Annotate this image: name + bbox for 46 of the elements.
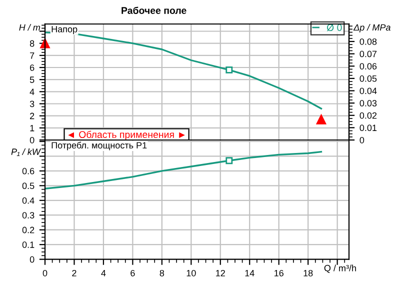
x-tick-label: 6 — [130, 270, 135, 276]
annotation: Потребл. мощность P1 — [52, 142, 147, 150]
y2-tick-label: 0.04 — [360, 88, 377, 94]
x-tick-label: 2 — [72, 270, 76, 276]
x-tick-label: 4 — [101, 270, 106, 276]
y-tick-label: 0.4 — [22, 197, 34, 204]
y-tick-label: 4 — [30, 88, 34, 95]
x-tick-label: 18 — [304, 270, 313, 276]
y-tick-label: 0.1 — [22, 242, 34, 248]
x-tick-label: 8 — [160, 270, 164, 276]
y-tick-label: 5 — [30, 76, 34, 83]
y-tick-label: 0 — [30, 136, 34, 144]
y-axis-title: P₁ / kW — [11, 148, 42, 156]
y-tick-label: 2 — [30, 112, 34, 120]
x-tick-label: 0 — [42, 270, 48, 276]
point — [226, 66, 233, 74]
chart-title: Рабочее поле — [122, 6, 186, 14]
y-tick-label: 0.3 — [22, 212, 34, 218]
point — [316, 114, 326, 124]
y2-tick-label: 0.06 — [360, 63, 377, 70]
x-tick-label: 16 — [274, 270, 284, 276]
y-tick-label: 8 — [30, 40, 34, 47]
x-tick-label: 12 — [216, 270, 225, 276]
annotation: Напор — [52, 26, 78, 34]
y-tick-label: 0.6 — [22, 168, 34, 174]
y-tick-label: 6 — [30, 64, 34, 71]
x-tick-label: 10 — [186, 270, 196, 276]
y2-tick-label: 0.01 — [360, 124, 377, 132]
y-tick-label: 7 — [30, 52, 34, 59]
y-tick-label: 1 — [30, 124, 34, 132]
y2-tick-label: 0.07 — [360, 50, 377, 58]
line-series — [45, 150, 322, 190]
y2-tick-label: 0.03 — [360, 100, 377, 106]
y2-axis-title: Δp / MPa — [353, 24, 390, 32]
y-tick-label: 0.2 — [22, 226, 34, 234]
y-tick-label: 3 — [30, 100, 34, 108]
y2-tick-label: 0 — [360, 136, 364, 144]
y-tick-label: 0.5 — [22, 182, 34, 190]
y2-tick-label: 0.02 — [360, 112, 377, 119]
y-tick-label: 0 — [30, 256, 34, 263]
x-axis-title: Q / m³/h — [324, 264, 356, 273]
x-tick-label: 14 — [245, 270, 254, 276]
y-axis-title: H / m — [19, 24, 40, 31]
y2-tick-label: 0.08 — [360, 38, 377, 45]
annotation: ◄ Область применения ► — [68, 130, 185, 140]
y2-tick-label: 0.05 — [360, 75, 377, 82]
